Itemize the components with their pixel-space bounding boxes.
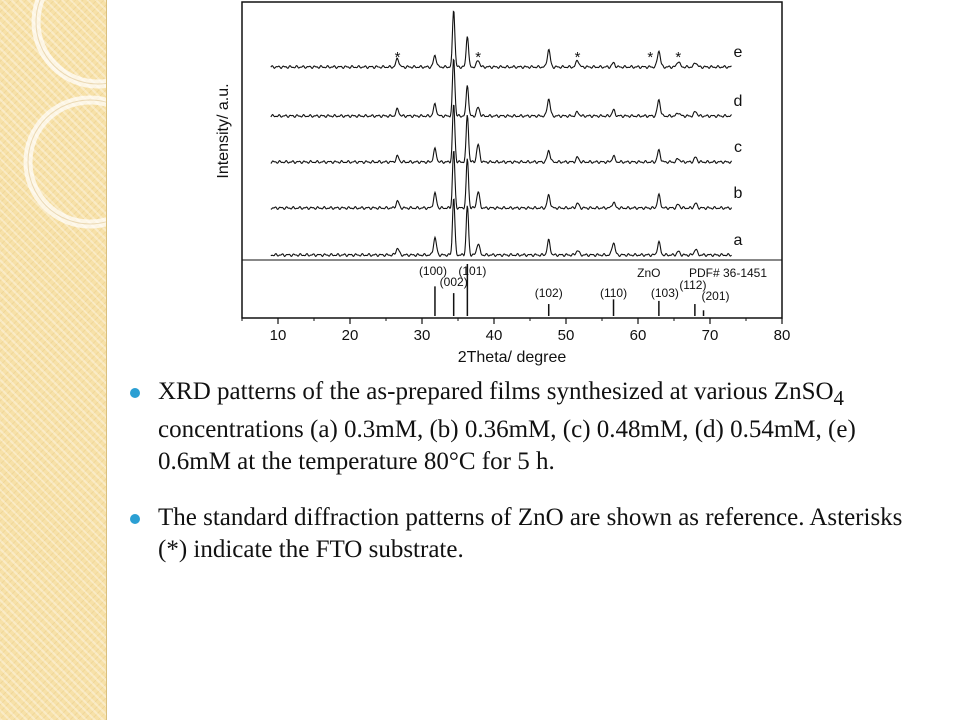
x-axis-label: 2Theta/ degree (458, 349, 567, 366)
xrd-pattern-line (270, 198, 732, 258)
fto-asterisk-label: * (575, 49, 581, 66)
fto-asterisk-label: * (675, 49, 681, 66)
caption-text-1: XRD patterns of the as-prepared films sy… (158, 378, 856, 475)
xrd-chart: 10 20 30 40 50 60 70 80 2Theta/ degree Intensity/… (215, 1, 791, 366)
x-tick-label: 50 (558, 327, 575, 344)
miller-index-label: (201) (702, 289, 730, 303)
fto-asterisk-label: * (647, 49, 653, 66)
miller-index-label: (002) (440, 275, 468, 289)
xrd-pattern-line (270, 10, 732, 70)
pattern-label: e (734, 44, 743, 61)
xrd-pattern-line (270, 104, 733, 165)
miller-index-label: (102) (535, 286, 563, 300)
pattern-label: a (734, 232, 743, 249)
miller-index-label: (100) (419, 264, 447, 278)
x-tick-label: 70 (702, 327, 719, 344)
miller-index-label: (110) (600, 286, 627, 300)
plot-frame (241, 1, 783, 319)
pattern-label: d (734, 93, 743, 110)
miller-index-label: (103) (651, 286, 679, 300)
caption-item-reference: The standard diffraction patterns of ZnO… (130, 502, 920, 566)
reference-compound-label: ZnO (637, 266, 660, 280)
ring-decoration-icon (23, 0, 106, 229)
pattern-label: c (734, 139, 742, 156)
miller-index-label: (112) (679, 278, 706, 292)
x-tick-label: 10 (270, 327, 287, 344)
miller-index-label: (101) (458, 264, 486, 278)
bullet-icon (130, 388, 140, 398)
caption-list: XRD patterns of the as-prepared films sy… (130, 376, 920, 590)
bullet-icon (130, 514, 140, 524)
caption-item-xrd: XRD patterns of the as-prepared films sy… (130, 376, 920, 478)
pattern-label: b (734, 185, 743, 202)
fto-asterisk-label: * (475, 49, 481, 66)
x-tick-label: 30 (414, 327, 431, 344)
x-tick-label: 40 (486, 327, 503, 344)
y-axis-label: Intensity/ a.u. (215, 83, 232, 178)
decorative-sidebar (0, 0, 107, 720)
xrd-pattern-line (270, 58, 732, 119)
fto-asterisk-label: * (395, 49, 401, 66)
x-tick-label: 20 (342, 327, 359, 344)
reference-pdf-label: PDF# 36-1451 (689, 266, 767, 280)
x-tick-label: 60 (630, 327, 647, 344)
caption-text-2: The standard diffraction patterns of ZnO… (158, 504, 903, 563)
xrd-pattern-line (270, 150, 733, 211)
x-tick-label: 80 (774, 327, 791, 344)
